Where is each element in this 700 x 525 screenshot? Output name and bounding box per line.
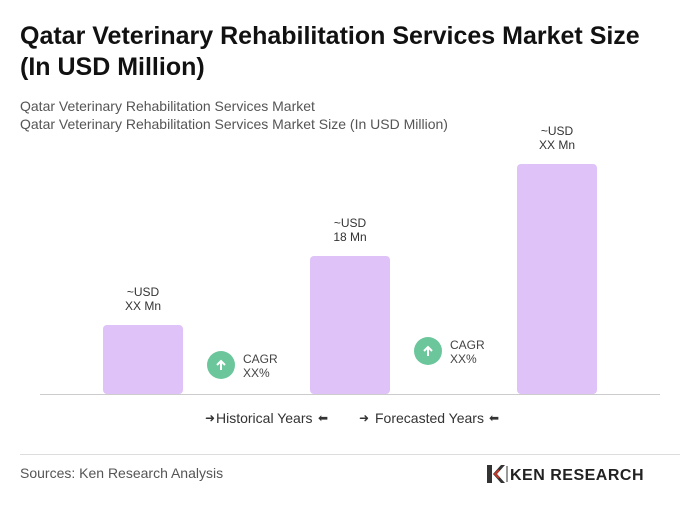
subtitle: Qatar Veterinary Rehabilitation Services… — [20, 98, 315, 114]
bar — [310, 256, 390, 394]
legend-arrow: ➜ — [205, 411, 215, 425]
bar — [517, 164, 597, 394]
source: Sources: Ken Research Analysis — [20, 465, 223, 481]
legend-arrow: ⬅ — [318, 411, 328, 425]
value-label: XX Mn — [539, 138, 575, 152]
cagr-value: XX% — [450, 352, 477, 366]
legend-label: Historical Years — [216, 410, 313, 426]
bar — [103, 325, 183, 394]
logo: KEN RESEARCH — [510, 467, 644, 484]
cagr-value: XX% — [243, 366, 270, 380]
value-label: 18 Mn — [333, 230, 366, 244]
cagr-arrow — [423, 345, 433, 356]
legend-arrow: ➜ — [359, 411, 369, 425]
logo-icon — [487, 465, 508, 483]
cagr-label: CAGR — [450, 338, 485, 352]
legend-arrow: ⬅ — [489, 411, 499, 425]
value-label: ~USD — [127, 285, 160, 299]
value-label: ~USD — [541, 124, 574, 138]
chart-title: Qatar Veterinary Rehabilitation Services… — [20, 22, 640, 50]
chart-title: (In USD Million) — [20, 53, 205, 81]
cagr-label: CAGR — [243, 352, 278, 366]
subtitle: Qatar Veterinary Rehabilitation Services… — [20, 116, 448, 132]
value-label: ~USD — [334, 216, 367, 230]
legend-label: Forecasted Years — [375, 410, 484, 426]
cagr-arrow — [216, 359, 226, 370]
value-label: XX Mn — [125, 299, 161, 313]
